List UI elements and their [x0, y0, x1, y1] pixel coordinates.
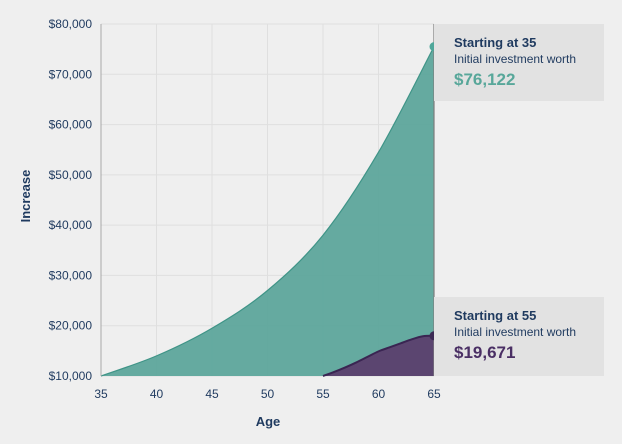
x-tick-label-65: 65: [427, 387, 441, 401]
x-tick-label-40: 40: [150, 387, 164, 401]
y-tick-label-50000: $50,000: [49, 168, 93, 182]
x-tick-label-45: 45: [205, 387, 219, 401]
x-tick-label-50: 50: [261, 387, 275, 401]
starting-at-35-line: [100, 46, 435, 377]
annotation-subtitle-1: Initial investment worth: [454, 52, 576, 66]
annotation-title-2: Starting at 55: [454, 308, 536, 323]
annotation-box-2: [434, 297, 604, 376]
starting-at-55-line: [322, 334, 435, 377]
y-tick-label-40000: $40,000: [49, 218, 93, 232]
x-axis-title: Age: [256, 414, 281, 429]
y-tick-label-30000: $30,000: [49, 268, 93, 282]
annotation-value-1: $76,122: [454, 70, 515, 89]
annotation-value-2: $19,671: [454, 343, 515, 362]
axis-layer: 35 40 45 50 55 60 65 $10,000 $20,000 $30,000 $40,0…: [49, 17, 441, 401]
annotation-layer: Starting at 35 Initial investment worth $7…: [434, 24, 604, 376]
x-tick-label-60: 60: [372, 387, 386, 401]
area-layer: [100, 46, 435, 377]
x-tick-label-55: 55: [316, 387, 330, 401]
y-tick-label-20000: $20,000: [49, 319, 93, 333]
annotation-subtitle-2: Initial investment worth: [454, 325, 576, 339]
x-tick-label-35: 35: [94, 387, 108, 401]
starting-at-35-area: [101, 46, 434, 376]
y-tick-label-70000: $70,000: [49, 67, 93, 81]
annotation-box-1: [434, 24, 604, 101]
y-tick-label-10000: $10,000: [49, 369, 93, 383]
annotation-title-1: Starting at 35: [454, 35, 536, 50]
y-tick-label-80000: $80,000: [49, 17, 93, 31]
y-tick-label-60000: $60,000: [49, 118, 93, 132]
y-axis-title: Increase: [18, 170, 33, 223]
